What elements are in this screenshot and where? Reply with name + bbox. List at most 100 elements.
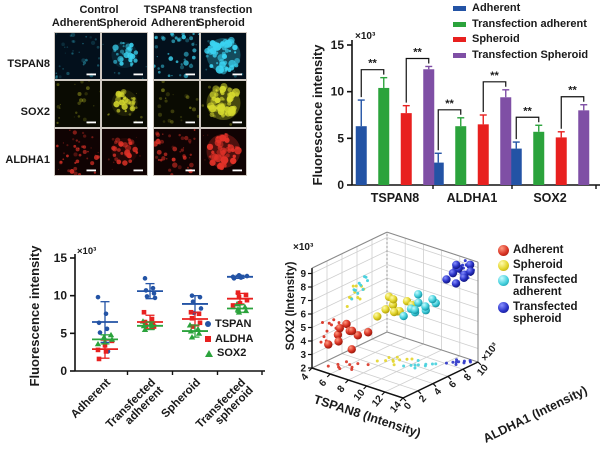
svg-text:**: ** — [490, 70, 499, 82]
svg-text:ALDHA1 (Intensity): ALDHA1 (Intensity) — [481, 383, 590, 446]
micro-image-tspan8-2 — [153, 32, 200, 80]
micro-image-sox2-1 — [100, 80, 148, 128]
microscopy-panel: Control TSPAN8 transfection Adherent Sph… — [2, 2, 254, 224]
legend-item: Adherent — [498, 244, 604, 256]
scatter3d-panel: 2 3 4 5 6 7 8 9 ×10³ SOX2 (Intensity) 4 6 8 10 12 14 TSP… — [285, 228, 605, 451]
svg-text:TSPAN8 (Intensity): TSPAN8 (Intensity) — [312, 392, 422, 440]
dot-plot-svg: 0 5 10 15 ×10³ Fluorescence intensity Adherent… — [27, 245, 265, 439]
svg-text:10: 10 — [475, 362, 491, 378]
micro-image-aldha1-0 — [54, 128, 101, 176]
svg-text:SOX2 (Intensity): SOX2 (Intensity) — [285, 261, 297, 350]
svg-text:10: 10 — [331, 85, 345, 99]
column-label-spheroid-1: Spheroid — [99, 17, 147, 29]
svg-text:6: 6 — [317, 377, 329, 389]
svg-text:15: 15 — [331, 38, 345, 52]
svg-text:**: ** — [568, 85, 577, 97]
legend-label: Adherent — [513, 244, 564, 256]
legend-sphere-transfected-adherent — [498, 275, 509, 287]
column-label-adherent-2: Adherent — [150, 17, 200, 29]
column-group-label-control: Control — [79, 4, 119, 16]
svg-text:2: 2 — [417, 393, 429, 405]
svg-text:12: 12 — [370, 393, 386, 409]
svg-text:5: 5 — [60, 326, 67, 340]
micro-image-tspan8-3 — [199, 32, 247, 80]
micro-image-sox2-3 — [199, 80, 247, 128]
svg-text:Transfectedadherent: Transfectedadherent — [104, 377, 166, 439]
svg-text:Spheroid: Spheroid — [159, 377, 203, 421]
legend-label: Spheroid — [513, 259, 563, 272]
legend-sphere-adherent — [498, 245, 509, 256]
micro-image-tspan8-0 — [54, 32, 101, 80]
svg-text:TSPAN8: TSPAN8 — [371, 191, 419, 205]
svg-text:×10³: ×10³ — [293, 242, 314, 253]
svg-text:Fluorescence intensity: Fluorescence intensity — [27, 245, 42, 387]
svg-text:10: 10 — [352, 387, 368, 403]
column-group-label-transfection: TSPAN8 transfection — [143, 4, 253, 16]
bar-chart-panel: 0 5 10 15 ×10³ Fluorescence intensity TSPAN8 AL… — [300, 0, 605, 215]
legend-swatch-transfection-adherent — [453, 21, 466, 27]
legend-marker-sox2 — [205, 350, 213, 358]
svg-text:5: 5 — [300, 323, 306, 334]
svg-text:0: 0 — [60, 364, 67, 378]
legend-item: Transfection adherent — [453, 18, 588, 31]
legend-item: SOX2 — [205, 347, 254, 360]
legend-label: TSPAN — [215, 318, 252, 330]
svg-text:3: 3 — [300, 350, 306, 361]
micro-image-aldha1-1 — [100, 128, 148, 176]
legend-label: Adherent — [472, 2, 521, 14]
legend-item: Transfected adherent — [498, 274, 604, 298]
micro-image-aldha1-3 — [199, 128, 247, 176]
svg-text:Fluorescence intensity: Fluorescence intensity — [310, 44, 325, 186]
row-label-sox2: SOX2 — [20, 106, 50, 118]
svg-text:0: 0 — [402, 400, 414, 412]
svg-text:9: 9 — [300, 269, 306, 280]
legend-marker-aldha — [205, 335, 211, 342]
legend-item: Adherent — [453, 2, 588, 15]
svg-text:4: 4 — [299, 371, 311, 383]
legend-sphere-transfected-spheroid — [498, 302, 509, 314]
column-label-spheroid-2: Spheroid — [197, 17, 245, 29]
dot-plot-panel: 0 5 10 15 ×10³ Fluorescence intensity Adherent… — [25, 228, 295, 451]
legend-label: Transfected adherent — [513, 274, 578, 299]
row-label-tspan8: TSPAN8 — [7, 58, 50, 70]
legend-label: Transfection Spheroid — [472, 48, 589, 61]
svg-text:6: 6 — [447, 379, 459, 391]
svg-text:×10³: ×10³ — [77, 246, 96, 257]
svg-text:ALDHA1: ALDHA1 — [447, 191, 498, 205]
dot-plot-legend: TSPAN ALDHA SOX2 — [205, 318, 254, 362]
micro-image-aldha1-2 — [153, 128, 200, 176]
svg-text:5: 5 — [337, 131, 344, 145]
svg-text:**: ** — [413, 46, 422, 58]
legend-label: Transfected spheroid — [513, 301, 578, 326]
legend-item: ALDHA — [205, 333, 254, 346]
bar-chart-svg: 0 5 10 15 ×10³ Fluorescence intensity TSPAN8 AL… — [310, 31, 600, 205]
legend-swatch-transfection-spheroid — [453, 52, 466, 58]
row-label-aldha1: ALDHA1 — [5, 154, 50, 166]
svg-text:14: 14 — [388, 399, 404, 415]
svg-text:8: 8 — [335, 383, 347, 395]
micro-image-sox2-2 — [153, 80, 200, 128]
svg-text:7: 7 — [300, 296, 306, 307]
svg-text:Adherent: Adherent — [69, 377, 113, 421]
legend-item: Spheroid — [453, 33, 588, 46]
svg-text:2: 2 — [300, 364, 306, 375]
column-label-adherent-1: Adherent — [51, 17, 101, 29]
legend-item: TSPAN — [205, 318, 254, 331]
svg-text:**: ** — [368, 58, 377, 70]
legend-label: ALDHA — [215, 332, 254, 345]
legend-label: SOX2 — [217, 347, 247, 360]
svg-text:**: ** — [445, 98, 454, 110]
scatter3d-legend: Adherent Spheroid Transfected adherent T… — [498, 244, 604, 328]
svg-text:15: 15 — [54, 251, 68, 265]
legend-label: Transfection adherent — [472, 17, 587, 30]
micro-image-tspan8-1 — [100, 32, 148, 80]
svg-text:4: 4 — [300, 337, 306, 348]
legend-marker-tspan — [205, 321, 211, 328]
svg-text:×10³: ×10³ — [355, 31, 376, 42]
legend-sphere-spheroid — [498, 260, 509, 272]
legend-item: Spheroid — [498, 259, 604, 272]
legend-swatch-adherent — [453, 6, 466, 11]
legend-item: Transfection Spheroid — [453, 49, 588, 62]
